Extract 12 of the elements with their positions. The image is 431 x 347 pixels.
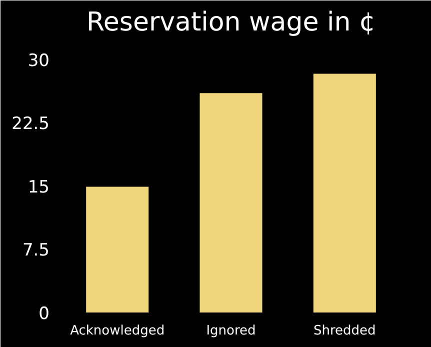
bar xyxy=(200,93,262,312)
chart-title: Reservation wage in ¢ xyxy=(86,8,376,38)
y-tick-label: 15 xyxy=(28,177,50,198)
y-tick-label: 22.5 xyxy=(12,114,50,134)
y-tick-label: 0 xyxy=(38,304,50,324)
x-tick-label: Shredded xyxy=(314,324,376,338)
bar xyxy=(86,186,149,312)
y-tick-label: 30 xyxy=(28,50,50,71)
x-tick-label: Ignored xyxy=(206,324,256,338)
x-tick-label: Acknowledged xyxy=(70,324,165,338)
y-tick-label: 7.5 xyxy=(22,240,50,261)
bar xyxy=(313,74,376,312)
